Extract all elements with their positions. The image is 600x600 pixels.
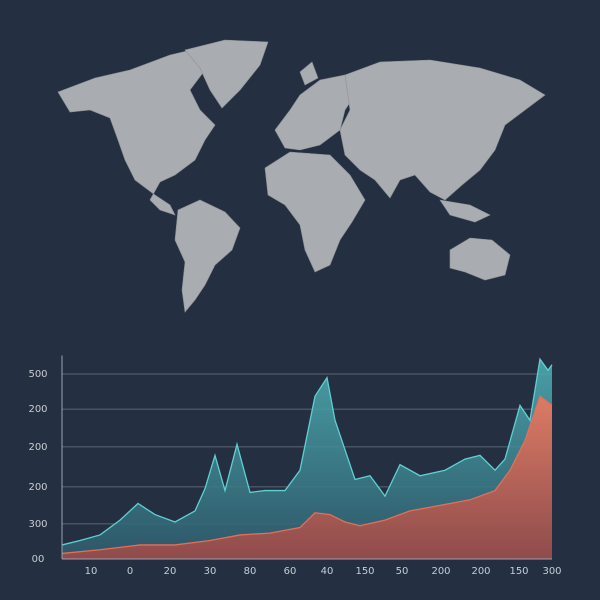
x-tick-label: 30: [204, 566, 217, 577]
x-tick-label: 0: [127, 566, 133, 577]
x-tick-label: 40: [321, 566, 334, 577]
x-tick-label: 80: [244, 566, 257, 577]
asia: [339, 59, 546, 201]
x-tick-label: 150: [355, 566, 374, 577]
x-tick-label: 150: [509, 566, 528, 577]
y-tick-label: 300: [28, 519, 47, 530]
y-tick-label: 200: [28, 482, 47, 493]
area-chart: 00 300 200 200 200 500 10 0 20 30 80 60 40 150 50 200 20…: [28, 355, 562, 577]
world-map: [57, 39, 546, 313]
x-tick-label: 300: [542, 566, 561, 577]
australia: [449, 237, 511, 281]
south-america: [174, 199, 241, 313]
islands: [299, 61, 491, 223]
area-line: [61, 357, 553, 546]
x-tick-label: 50: [396, 566, 409, 577]
y-tick-label: 200: [28, 404, 47, 415]
x-tick-label: 60: [284, 566, 297, 577]
area: [62, 396, 552, 559]
y-tick-label: 00: [32, 554, 45, 565]
y-tick-label: 500: [28, 369, 47, 380]
x-tick-label: 20: [164, 566, 177, 577]
africa: [264, 151, 366, 273]
y-tick-label: 200: [28, 442, 47, 453]
x-tick-label: 10: [85, 566, 98, 577]
x-tick-label: 200: [431, 566, 450, 577]
x-tick-label: 200: [471, 566, 490, 577]
area-line: [61, 395, 553, 555]
greenland: [184, 39, 269, 109]
